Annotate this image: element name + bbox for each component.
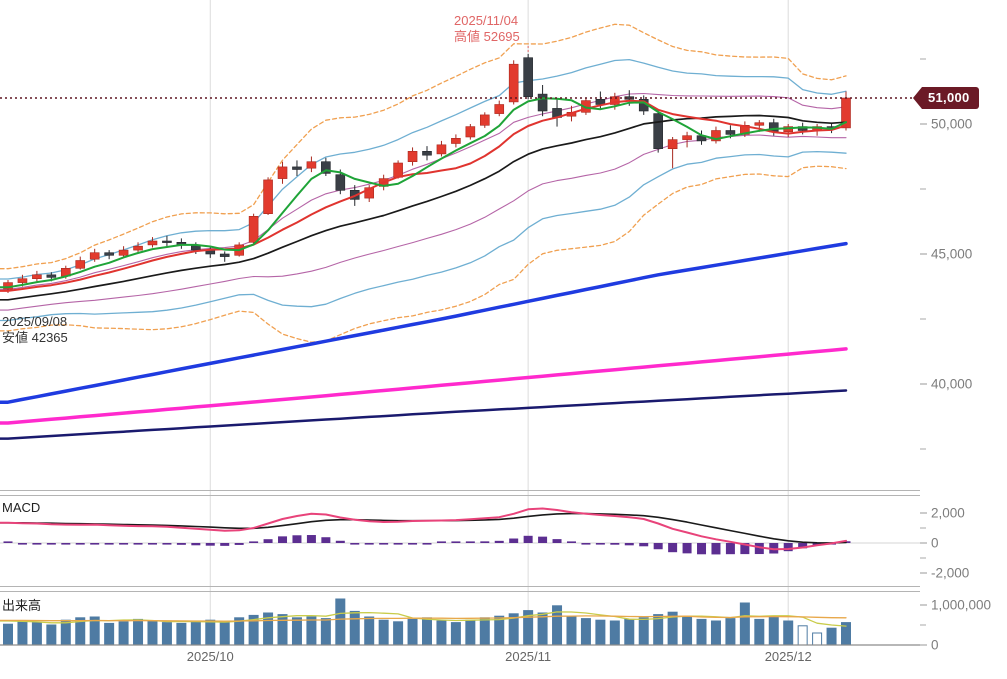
- svg-text:2025/10: 2025/10: [187, 649, 234, 664]
- svg-text:40,000: 40,000: [931, 377, 972, 392]
- current-price-value: 51,000: [922, 86, 979, 109]
- bollinger-bands: [0, 23, 847, 343]
- volume-panel: [0, 598, 851, 646]
- svg-text:0: 0: [931, 638, 939, 653]
- moving-averages: [0, 46, 920, 301]
- current-price-badge: 51,000: [913, 86, 979, 109]
- svg-text:-2,000: -2,000: [931, 566, 969, 581]
- svg-text:50,000: 50,000: [931, 117, 972, 132]
- macd-panel: [0, 507, 920, 555]
- long-term-trend-lines: [0, 241, 848, 440]
- axes: 2025/10 2025/11 2025/12 50,000 45,000 40,000 2…: [0, 58, 991, 664]
- svg-text:0: 0: [931, 536, 939, 551]
- svg-text:2025/11: 2025/11: [505, 649, 551, 664]
- svg-text:2025/12: 2025/12: [765, 649, 812, 664]
- svg-text:1,000,000: 1,000,000: [931, 598, 991, 613]
- svg-text:2,000: 2,000: [931, 506, 965, 521]
- svg-text:45,000: 45,000: [931, 247, 972, 262]
- badge-arrow-icon: [913, 86, 922, 109]
